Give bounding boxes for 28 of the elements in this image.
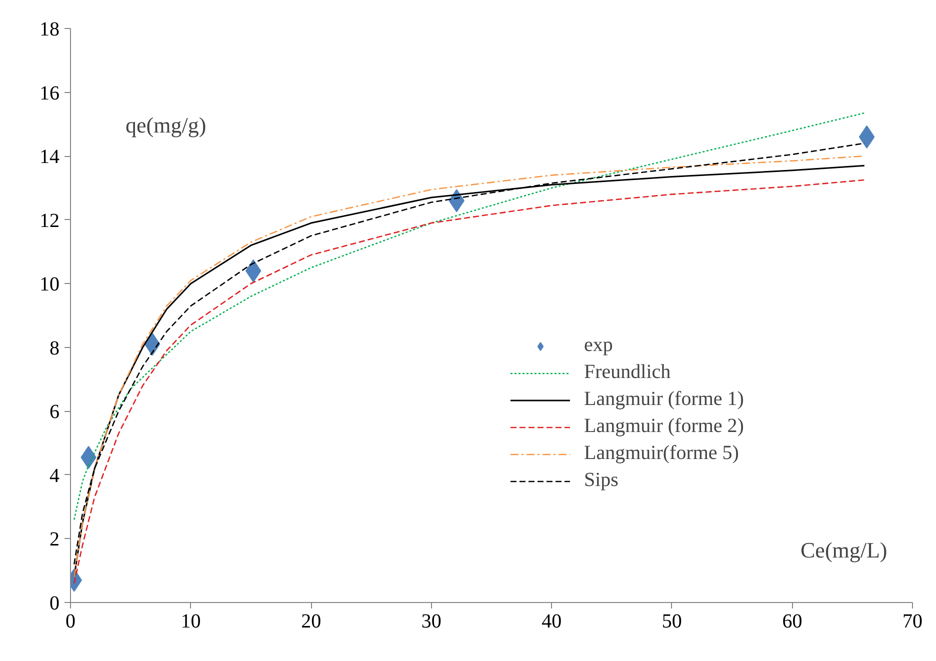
x-tick-label: 60 [782,610,802,632]
x-tick-label: 40 [542,610,562,632]
y-axis-title: qe(mg/g) [126,112,206,138]
y-tick-label: 16 [40,82,60,104]
x-tick-label: 70 [902,610,922,632]
legend-label: Freundlich [584,361,671,384]
legend-label: Langmuir(forme 5) [584,442,739,465]
y-tick-label: 10 [40,274,60,296]
x-tick-label: 20 [301,610,322,632]
legend-label: exp [584,334,613,357]
y-tick-label: 14 [40,146,60,168]
x-tick-label: 50 [662,610,682,632]
point [858,125,875,148]
y-tick-label: 2 [50,528,60,551]
line-series [73,112,866,520]
legend-label: Langmuir (forme 2) [584,415,744,438]
x-tick-label: 10 [180,610,201,632]
x-tick-label: 0 [66,610,76,632]
y-tick-label: 0 [50,592,60,614]
x-tick-label: 30 [421,610,442,632]
legend-label: Langmuir (forme 1) [584,388,744,411]
x-axis-title: Ce(mg/L) [800,538,888,562]
y-tick-label: 18 [40,18,60,40]
y-tick-label: 12 [40,210,60,232]
legend-label: Sips [584,469,618,492]
y-tick-label: 8 [50,337,60,360]
y-tick-label: 4 [50,464,60,487]
y-tick-label: 6 [50,401,60,424]
